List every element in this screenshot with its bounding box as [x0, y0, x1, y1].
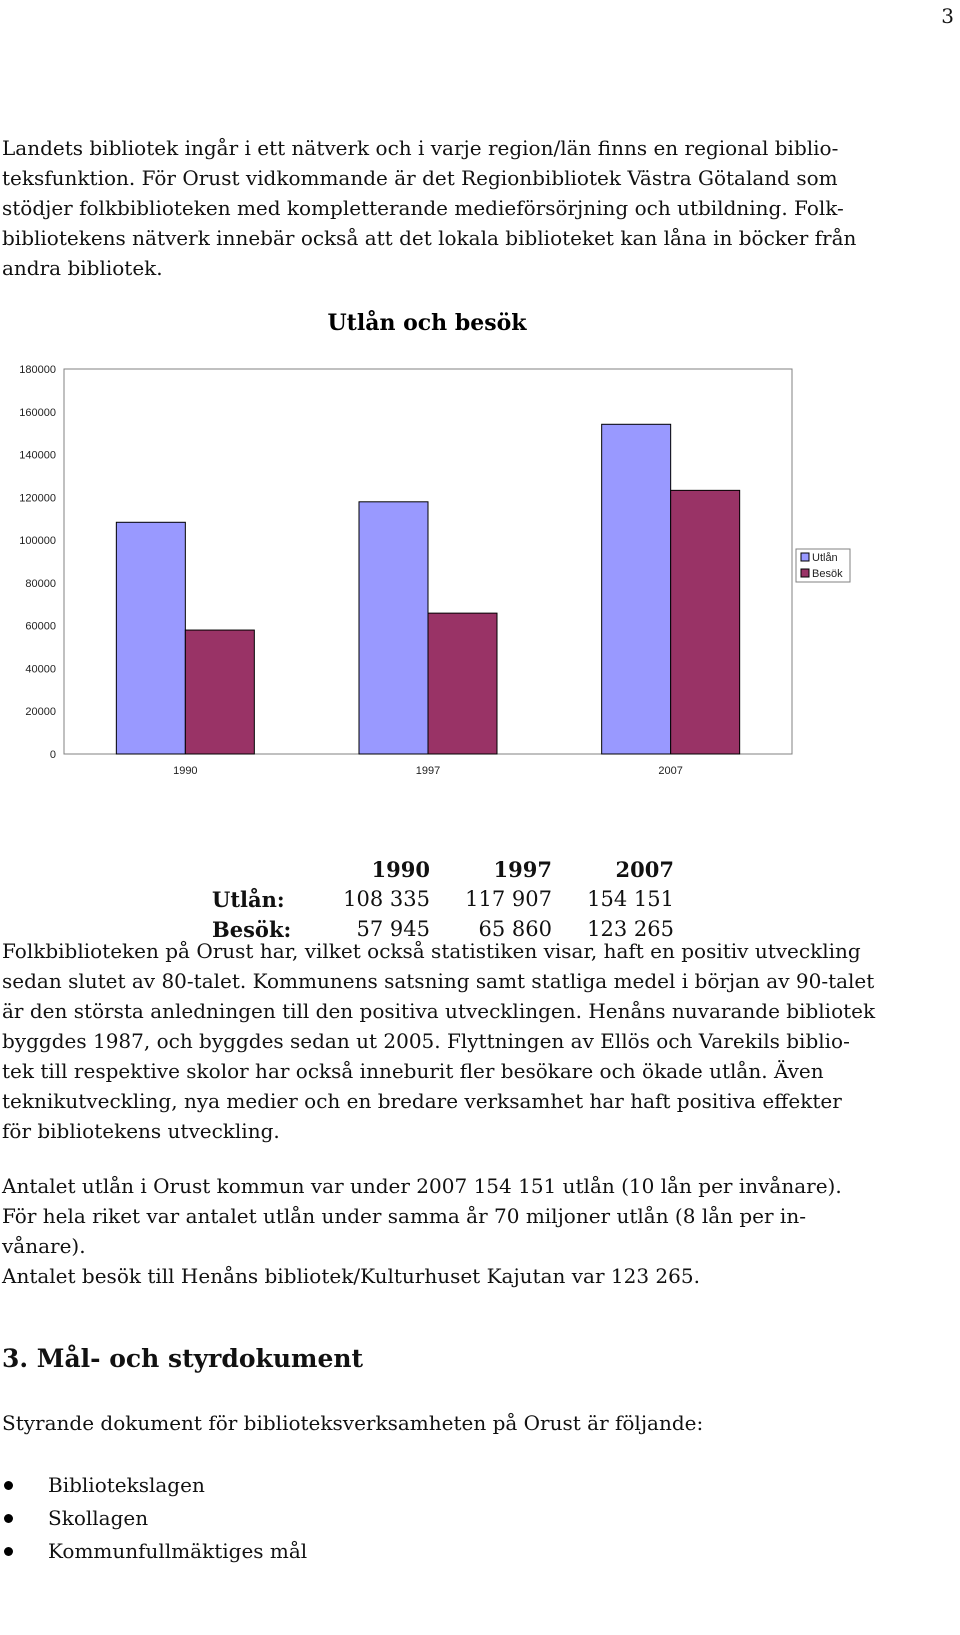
y-tick-label: 80000 — [25, 578, 56, 590]
development-paragraph: Folkbiblioteken på Orust har, vilket ock… — [2, 936, 882, 1146]
text-line: för bibliotekens utveckling. — [2, 1119, 280, 1143]
x-tick-label: 1997 — [416, 765, 440, 777]
table-header-row: 1990 1997 2007 — [212, 854, 674, 884]
text-line: bibliotekens nätverk innebär också att d… — [2, 226, 857, 250]
list-item: Kommunfullmäktiges mål — [0, 1535, 307, 1568]
list-item-label: Bibliotekslagen — [48, 1473, 205, 1497]
list-item: Bibliotekslagen — [0, 1469, 307, 1502]
bar-utlan-1990 — [115, 521, 186, 755]
y-tick-label: 160000 — [19, 407, 56, 419]
text-line: För hela riket var antalet utlån under s… — [2, 1204, 806, 1228]
bar-utlan-1997 — [358, 501, 429, 755]
section-heading: 3. Mål- och styrdokument — [2, 1344, 364, 1373]
bar-series — [115, 423, 741, 755]
bullet-icon — [4, 1514, 13, 1523]
governing-documents-intro: Styrande dokument för biblioteksverksamh… — [2, 1408, 882, 1438]
text-line: Styrande dokument för biblioteksverksamh… — [2, 1411, 704, 1435]
text-line: sedan slutet av 80-talet. Kommunens sats… — [2, 969, 875, 993]
text-line: Antalet utlån i Orust kommun var under 2… — [2, 1174, 842, 1198]
document-list: Bibliotekslagen Skollagen Kommunfullmäkt… — [0, 1469, 307, 1568]
bullet-icon — [4, 1547, 13, 1556]
y-tick-label: 140000 — [19, 450, 56, 462]
x-tick-label: 1990 — [173, 765, 197, 777]
y-tick-label: 60000 — [25, 621, 56, 633]
y-tick-label: 120000 — [19, 492, 56, 504]
legend-label-besok: Besök — [812, 568, 843, 580]
text-line: vånare). — [2, 1234, 86, 1258]
bar-utlan-2007 — [601, 423, 672, 755]
bullet-icon — [4, 1481, 13, 1490]
text-line: Landets bibliotek ingår i ett nätverk oc… — [2, 136, 839, 160]
table-cell: 65 860 — [478, 917, 552, 941]
y-tick-label: 0 — [50, 749, 56, 761]
list-item: Skollagen — [0, 1502, 307, 1535]
y-tick-label: 20000 — [25, 706, 56, 718]
text-line: Folkbiblioteken på Orust har, vilket ock… — [2, 939, 861, 963]
table-year-header: 1997 — [493, 856, 552, 882]
text-line: är den största anledningen till den posi… — [2, 999, 876, 1023]
text-line: byggdes 1987, och byggdes sedan ut 2005.… — [2, 1029, 850, 1053]
y-axis: 0 20000 40000 60000 80000 100000 120000 140000 1… — [19, 364, 56, 761]
table-cell: 117 907 — [465, 887, 552, 911]
statistics-table: 1990 1997 2007 Utlån: 108 335 117 907 15… — [212, 854, 674, 944]
list-item-label: Skollagen — [48, 1506, 149, 1530]
table-cell: 154 151 — [587, 887, 674, 911]
loans-visits-bar-chart: Utlån och besök 0 20000 40000 60000 80000 100… — [19, 310, 851, 777]
table-row: Utlån: 108 335 117 907 154 151 — [212, 884, 674, 914]
legend-swatch-utlan — [800, 552, 810, 562]
table-row-label: Besök: — [212, 916, 292, 942]
chart-title: Utlån och besök — [327, 310, 527, 336]
text-line: andra bibliotek. — [2, 256, 163, 280]
list-item-label: Kommunfullmäktiges mål — [48, 1539, 308, 1563]
table-corner — [212, 854, 330, 884]
table-cell: 123 265 — [587, 917, 674, 941]
legend-swatch-besok — [800, 568, 810, 578]
x-tick-label: 2007 — [658, 765, 682, 777]
table-cell: 108 335 — [343, 887, 430, 911]
legend: Utlån Besök — [795, 548, 851, 583]
bar-besok-1997 — [427, 612, 498, 755]
intro-paragraph: Landets bibliotek ingår i ett nätverk oc… — [2, 133, 882, 283]
text-line: Antalet besök till Henåns bibliotek/Kult… — [2, 1264, 700, 1288]
table-year-header: 1990 — [371, 856, 430, 882]
table-row-label: Utlån: — [212, 886, 285, 912]
bar-besok-1990 — [184, 629, 255, 755]
legend-label-utlan: Utlån — [812, 552, 838, 564]
text-line: stödjer folkbiblioteken med kompletteran… — [2, 196, 844, 220]
text-line: teksfunktion. För Orust vidkommande är d… — [2, 166, 838, 190]
table-cell: 57 945 — [356, 917, 430, 941]
page-number: 3 — [941, 4, 954, 28]
statistics-paragraph: Antalet utlån i Orust kommun var under 2… — [2, 1171, 882, 1291]
text-line: tek till respektive skolor har också inn… — [2, 1059, 824, 1083]
y-tick-label: 100000 — [19, 535, 56, 547]
text-line: teknikutveckling, nya medier och en bred… — [2, 1089, 842, 1113]
x-axis: 1990 1997 2007 — [173, 765, 683, 777]
y-tick-label: 40000 — [25, 663, 56, 675]
bar-besok-2007 — [670, 489, 741, 755]
y-tick-label: 180000 — [19, 364, 56, 376]
table-row: Besök: 57 945 65 860 123 265 — [212, 914, 674, 944]
table-year-header: 2007 — [615, 856, 674, 882]
